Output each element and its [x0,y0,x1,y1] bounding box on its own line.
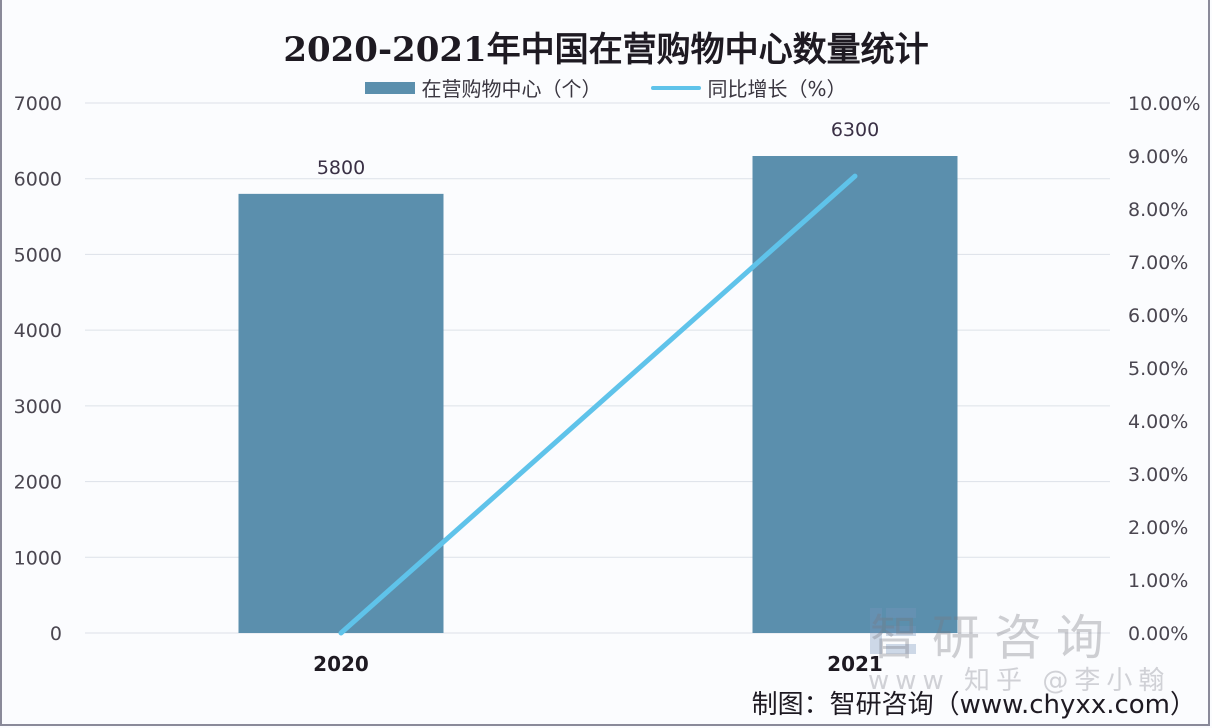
y-right-tick: 0.00% [1128,623,1188,645]
bar-swatch-icon [365,81,416,94]
legend-item-bar: 在营购物中心（个） [365,73,601,102]
y-right-tick: 7.00% [1128,252,1188,274]
y-right-tick: 8.00% [1128,199,1188,221]
y-left-tick: 0 [50,623,62,645]
chart-legend: 在营购物中心（个） 同比增长（%） [0,73,1212,102]
y-left-tick: 4000 [14,320,62,342]
bar-data-label: 6300 [831,119,879,141]
bar-data-label: 5800 [317,157,365,179]
legend-line-label: 同比增长（%） [707,77,847,101]
y-right-tick: 9.00% [1128,146,1188,168]
y-right-tick: 4.00% [1128,411,1188,433]
source-note: 制图：智研咨询（www.chyxx.com） [751,690,1196,720]
y-left-tick: 6000 [14,169,62,191]
y-left-tick: 2000 [14,472,62,494]
y-right-tick: 10.00% [1128,93,1200,115]
line-swatch-icon [651,85,702,90]
y-left-tick: 5000 [14,244,62,266]
y-left-tick: 1000 [14,547,62,569]
legend-item-line: 同比增长（%） [651,73,847,102]
y-right-tick: 5.00% [1128,358,1188,380]
watermark-sub: www 知乎 @李小翰 [868,666,1171,696]
x-tick-2020: 2020 [313,652,369,676]
y-right-tick: 1.00% [1128,570,1188,592]
bar-2021 [752,156,958,633]
bar-2020 [238,193,444,633]
watermark-logo-icon [870,608,916,654]
chart-title: 2020-2021年中国在营购物中心数量统计 [283,30,929,70]
growth-line [338,173,858,636]
y-right-tick: 6.00% [1128,305,1188,327]
y-right-tick: 2.00% [1128,517,1188,539]
y-left-tick: 7000 [14,93,62,115]
legend-bar-label: 在营购物中心（个） [421,77,602,101]
y-right-tick: 3.00% [1128,464,1188,486]
x-tick-2021: 2021 [827,652,883,676]
watermark-brand: 智研咨询 [870,610,1119,666]
y-left-tick: 3000 [14,396,62,418]
